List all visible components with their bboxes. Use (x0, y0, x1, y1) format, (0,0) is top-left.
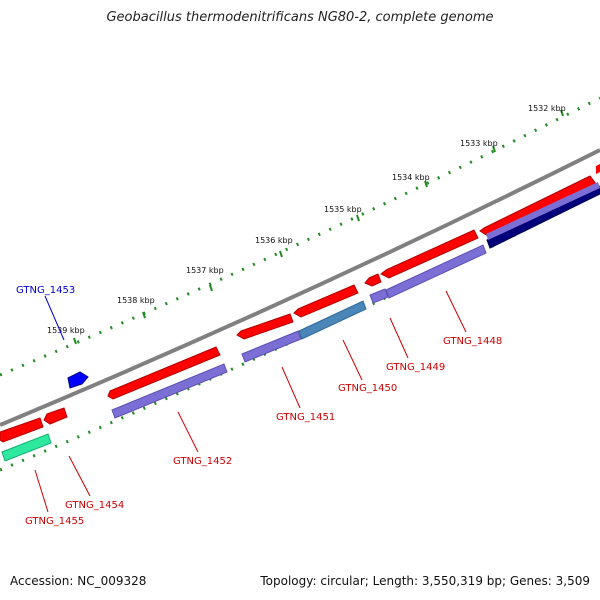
leader-lines (34, 290, 467, 513)
gene-label[interactable]: GTNG_1455 (25, 516, 84, 527)
feature-track (1, 182, 600, 462)
gene-labels: GTNG_1448 GTNG_1449 GTNG_1450 GTNG_1451 … (16, 285, 502, 527)
gene-label[interactable]: GTNG_1452 (173, 456, 232, 467)
genome-info-text: Topology: circular; Length: 3,550,319 bp… (260, 574, 590, 588)
cds-arrow-1450[interactable] (293, 284, 359, 318)
feature-bar[interactable] (486, 182, 600, 240)
cds-arrow-1452[interactable] (107, 346, 221, 400)
tick-labels: 1532 kbp 1533 kbp 1534 kbp 1535 kbp 1536… (47, 104, 566, 335)
gene-label[interactable]: GTNG_1453 (16, 285, 75, 296)
gene-label[interactable]: GTNG_1454 (65, 500, 124, 511)
forward-cds-track (0, 164, 600, 443)
gene-label[interactable]: GTNG_1448 (443, 336, 502, 347)
feature-bar[interactable] (298, 300, 367, 340)
tick-label: 1538 kbp (117, 296, 155, 305)
genome-backbone (0, 148, 600, 427)
gene-label[interactable]: GTNG_1451 (276, 412, 335, 423)
tick-label: 1536 kbp (255, 236, 293, 245)
tick-label: 1535 kbp (324, 205, 362, 214)
gene-label[interactable]: GTNG_1450 (338, 383, 397, 394)
map-title: Geobacillus thermodenitrificans NG80-2, … (106, 10, 494, 25)
cds-arrow-1449[interactable] (380, 229, 479, 279)
tick-label: 1532 kbp (528, 104, 566, 113)
tick-label: 1534 kbp (392, 173, 430, 182)
feature-bar[interactable] (241, 330, 302, 363)
tick-label: 1533 kbp (460, 139, 498, 148)
cds-arrow-1451[interactable] (236, 313, 294, 340)
cds-arrow-1453[interactable] (67, 371, 89, 389)
cds-arrow-small[interactable] (364, 273, 382, 287)
cds-arrow-1455[interactable] (0, 417, 44, 443)
tick-label: 1537 kbp (186, 266, 224, 275)
gene-label[interactable]: GTNG_1449 (386, 362, 445, 373)
cds-arrow-gtng-right[interactable] (596, 164, 600, 174)
accession-text: Accession: NC_009328 (10, 574, 147, 588)
feature-bar[interactable] (1, 433, 52, 462)
cds-arrow-1448[interactable] (479, 175, 597, 237)
feature-bar[interactable] (111, 363, 228, 419)
feature-bar[interactable] (385, 244, 487, 299)
tick-label: 1539 kbp (47, 326, 85, 335)
cds-arrow-1454[interactable] (43, 407, 68, 425)
feature-bar[interactable] (369, 288, 389, 304)
major-ticks (73, 109, 564, 345)
